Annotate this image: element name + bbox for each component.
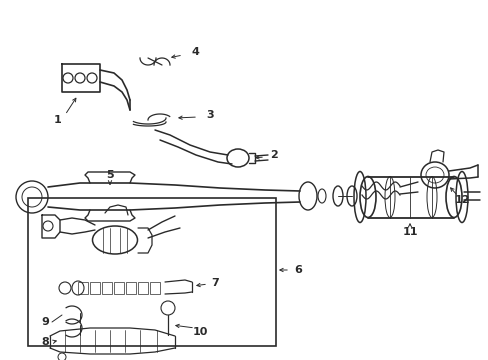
Text: 4: 4: [191, 47, 199, 57]
Text: 7: 7: [211, 278, 219, 288]
Text: 2: 2: [269, 150, 277, 160]
Text: 12: 12: [453, 195, 469, 205]
Text: 11: 11: [402, 227, 417, 237]
Bar: [28, 198, 275, 346]
Bar: [114, 282, 123, 294]
Text: 5: 5: [106, 170, 114, 180]
Text: 9: 9: [41, 317, 49, 327]
Bar: [102, 282, 111, 294]
Text: 3: 3: [206, 110, 213, 120]
Bar: [150, 282, 159, 294]
Bar: [138, 282, 147, 294]
Text: 10: 10: [192, 327, 207, 337]
Bar: [90, 282, 100, 294]
Text: 8: 8: [41, 337, 49, 347]
Bar: [126, 282, 135, 294]
Bar: [78, 282, 87, 294]
Text: 1: 1: [54, 115, 62, 125]
Text: 6: 6: [293, 265, 301, 275]
